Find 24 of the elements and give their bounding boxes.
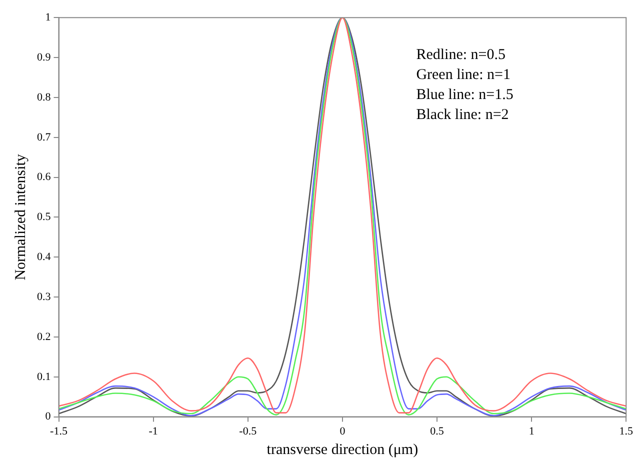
x-tick-label: 0 — [340, 425, 346, 438]
y-tick-label: 0.3 — [37, 290, 52, 303]
annotation: Blue line: n=1.5 — [416, 87, 514, 104]
y-tick-label: 0 — [45, 410, 52, 423]
y-tick-label: 0.6 — [37, 171, 52, 184]
x-tick-label: -1.5 — [50, 425, 68, 438]
y-tick-label: 0.8 — [37, 91, 52, 104]
y-tick-label: 0.4 — [37, 251, 52, 264]
x-axis-title: transverse direction (μm) — [266, 442, 418, 458]
annotation: Green line: n=1 — [416, 67, 510, 84]
y-tick-label: 1 — [45, 11, 51, 24]
y-axis-title: Normalized intensity — [12, 154, 29, 280]
x-tick-label: -1 — [148, 425, 158, 438]
y-tick-label: 0.7 — [37, 131, 52, 144]
y-tick-label: 0.9 — [37, 51, 52, 64]
y-tick-label: 0.5 — [37, 211, 52, 224]
y-tick-label: 0.1 — [37, 370, 51, 383]
x-tick-label: -0.5 — [239, 425, 258, 438]
annotation: Redline: n=0.5 — [416, 47, 506, 64]
y-tick-label: 0.2 — [37, 330, 51, 343]
x-tick-label: 0.5 — [430, 425, 444, 438]
annotation: Black line: n=2 — [416, 107, 509, 124]
x-tick-label: 1.5 — [619, 425, 634, 438]
x-tick-label: 1 — [528, 425, 534, 438]
